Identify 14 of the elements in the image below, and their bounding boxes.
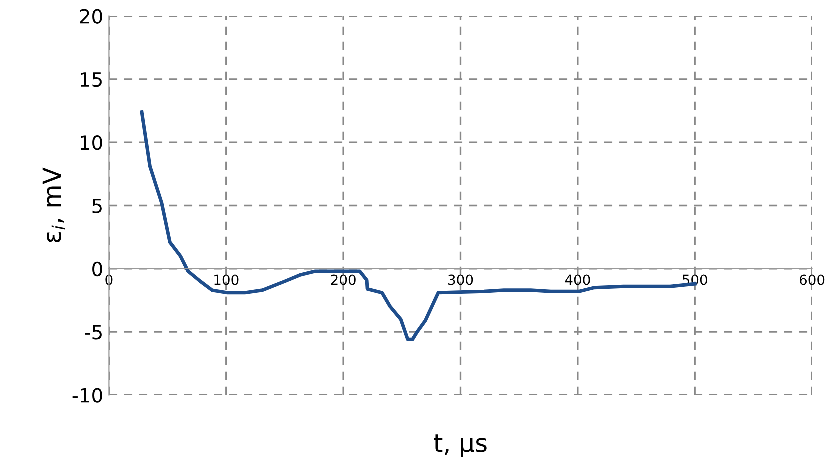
x-tick-label: 300 bbox=[448, 274, 474, 286]
y-tick-label: 15 bbox=[81, 72, 102, 88]
y-tick-label: -10 bbox=[72, 388, 102, 403]
x-tick-label: 400 bbox=[565, 274, 590, 286]
x-tick-label: 200 bbox=[331, 274, 356, 286]
x-tick-label: 600 bbox=[800, 274, 825, 286]
y-tick-label: 20 bbox=[80, 9, 102, 24]
x-tick-label: 0 bbox=[106, 274, 113, 286]
x-axis-title: t, µs bbox=[434, 434, 487, 458]
x-tick-label: 100 bbox=[214, 274, 239, 286]
y-tick-label: 5 bbox=[92, 198, 102, 214]
y-tick-label: -5 bbox=[85, 325, 102, 340]
y-axis-title: ε$_{i}$, mV bbox=[42, 168, 66, 243]
y-tick-label: 10 bbox=[81, 136, 102, 150]
